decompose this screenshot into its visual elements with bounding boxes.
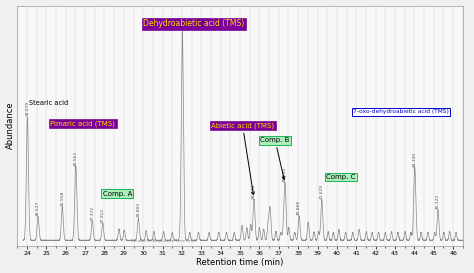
- Text: Comp. C: Comp. C: [326, 174, 356, 180]
- Text: 7-oxo-dehydroabietic acid (TMS): 7-oxo-dehydroabietic acid (TMS): [354, 109, 449, 114]
- Text: Stearic acid: Stearic acid: [28, 100, 68, 106]
- Y-axis label: Abundance: Abundance: [6, 102, 15, 150]
- Text: 39.803: 39.803: [137, 202, 140, 218]
- Text: Comp. A: Comp. A: [102, 191, 132, 197]
- Text: 44.330: 44.330: [413, 152, 417, 167]
- Text: 40.868: 40.868: [297, 200, 301, 215]
- Text: 40.950: 40.950: [283, 167, 287, 182]
- X-axis label: Retention time (min): Retention time (min): [196, 259, 284, 268]
- Text: 41.629: 41.629: [320, 184, 324, 199]
- Text: Abietic acid (TMS): Abietic acid (TMS): [211, 122, 274, 195]
- Text: Pimaric acid (TMS): Pimaric acid (TMS): [50, 120, 115, 127]
- Text: Comp. B: Comp. B: [260, 137, 290, 179]
- Text: 34.079: 34.079: [26, 101, 29, 117]
- Text: 36.562: 36.562: [74, 150, 78, 166]
- Text: Dehydroabietic acid (TMS): Dehydroabietic acid (TMS): [143, 19, 245, 28]
- Text: Counts vs. Acquisition Time (min): Counts vs. Acquisition Time (min): [131, 239, 197, 244]
- Text: 45.122: 45.122: [436, 194, 440, 209]
- Text: 37.912: 37.912: [101, 208, 105, 223]
- Text: 37.372: 37.372: [90, 206, 94, 221]
- Text: 34.527: 34.527: [36, 201, 40, 216]
- Text: 39.638: 39.638: [252, 183, 256, 198]
- Text: 35.558: 35.558: [60, 190, 64, 206]
